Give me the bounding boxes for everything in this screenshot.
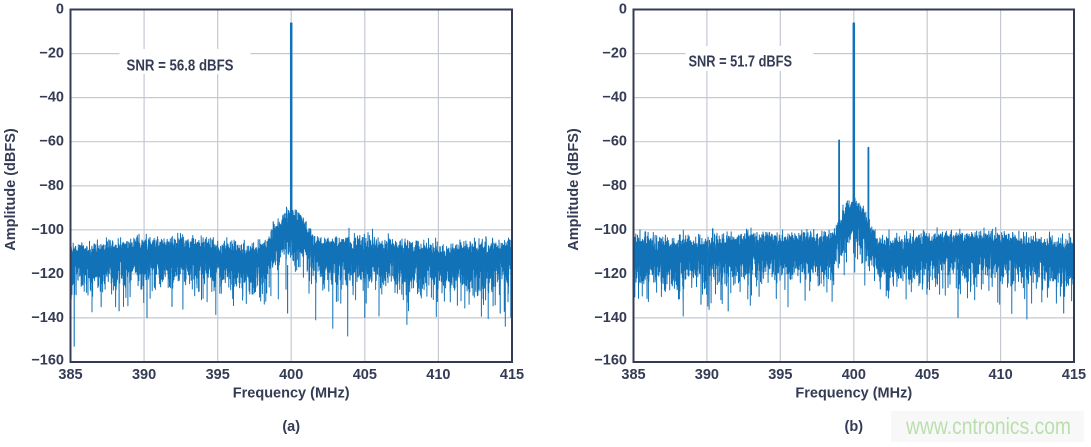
svg-text:415: 415 <box>500 367 524 383</box>
svg-text:−20: −20 <box>39 46 64 62</box>
svg-text:−120: −120 <box>594 266 627 282</box>
svg-text:−40: −40 <box>602 90 627 106</box>
svg-text:0: 0 <box>619 2 627 18</box>
svg-text:395: 395 <box>206 367 230 383</box>
svg-text:−160: −160 <box>594 353 627 369</box>
svg-text:SNR = 56.8 dBFS: SNR = 56.8 dBFS <box>127 57 234 74</box>
svg-text:−160: −160 <box>31 353 64 369</box>
svg-text:−80: −80 <box>39 178 64 194</box>
svg-text:−60: −60 <box>602 134 627 150</box>
svg-text:400: 400 <box>842 367 866 383</box>
svg-text:Frequency (MHz): Frequency (MHz) <box>233 386 350 402</box>
svg-text:Amplitude (dBFS): Amplitude (dBFS) <box>566 128 582 251</box>
svg-text:415: 415 <box>1062 367 1086 383</box>
svg-text:405: 405 <box>353 367 377 383</box>
svg-text:(a): (a) <box>282 419 300 435</box>
svg-text:−100: −100 <box>31 222 64 238</box>
svg-text:Frequency (MHz): Frequency (MHz) <box>795 386 912 402</box>
svg-text:−140: −140 <box>31 310 64 326</box>
svg-text:405: 405 <box>915 367 939 383</box>
svg-text:410: 410 <box>426 367 450 383</box>
svg-text:410: 410 <box>988 367 1012 383</box>
svg-text:385: 385 <box>621 367 645 383</box>
svg-text:www.cntronics.com: www.cntronics.com <box>905 413 1071 439</box>
svg-text:−120: −120 <box>31 266 64 282</box>
svg-text:−60: −60 <box>39 134 64 150</box>
svg-text:−80: −80 <box>602 178 627 194</box>
svg-text:SNR = 51.7 dBFS: SNR = 51.7 dBFS <box>689 54 793 71</box>
svg-text:Amplitude (dBFS): Amplitude (dBFS) <box>3 128 19 251</box>
svg-text:0: 0 <box>56 2 64 18</box>
svg-text:390: 390 <box>132 367 156 383</box>
svg-text:390: 390 <box>695 367 719 383</box>
svg-text:400: 400 <box>279 367 303 383</box>
svg-text:−140: −140 <box>594 310 627 326</box>
svg-text:385: 385 <box>58 367 82 383</box>
svg-text:(b): (b) <box>845 419 864 435</box>
svg-text:395: 395 <box>768 367 792 383</box>
svg-text:−100: −100 <box>594 222 627 238</box>
svg-text:−20: −20 <box>602 46 627 62</box>
svg-text:−40: −40 <box>39 90 64 106</box>
